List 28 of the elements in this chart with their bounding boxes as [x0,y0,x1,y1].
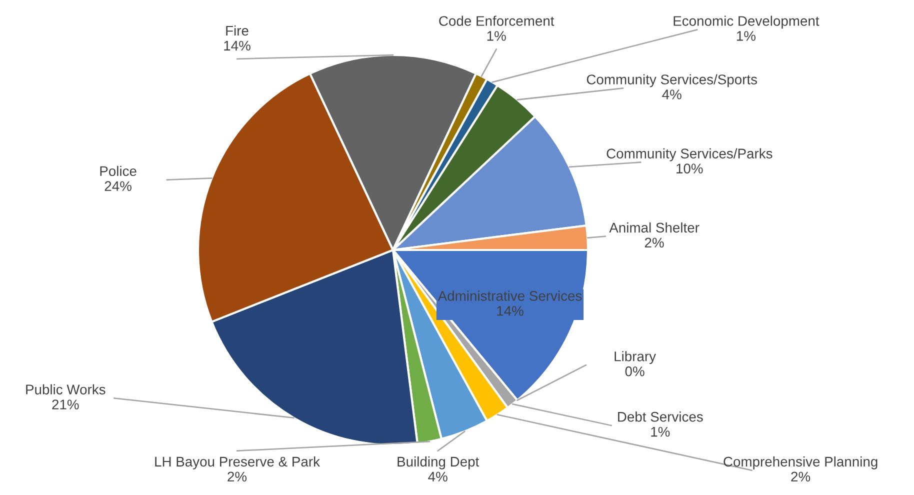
data-label: 1% [651,426,670,437]
data-label: 4% [662,90,682,100]
slice-label: Fire [226,25,248,36]
data-label: 21% [52,400,79,410]
data-label: 14% [497,306,524,316]
data-label: 14% [224,40,250,51]
slice-label: Public Works [26,384,106,394]
text: 0% [625,366,644,376]
data-label: 2% [644,238,664,248]
slice-label: Debt Services [618,412,703,422]
slice-label: Code Enforcement [439,16,554,26]
slice-label: Economic Development [674,16,820,29]
data-label: 4% [428,472,448,482]
data-label: 24% [104,181,132,191]
data-label: 10% [676,164,703,174]
slice-label: Community Services/Sports [586,74,758,88]
data-label: 1% [736,31,756,41]
data-label: 2% [791,472,810,482]
slice-label: Community Services/Parks [606,148,772,162]
slice-label: Building Dept [398,456,480,470]
slice-label: Police [100,166,136,176]
slice-label: Comprehensive Planning [724,456,878,470]
slice-label: Animal Shelter [609,222,700,233]
slice-label: LH Bayou Preserve & Park [155,456,320,470]
slice-label: Administrative Services [438,290,582,301]
data-label: 1% [487,31,506,41]
data-label: 2% [228,472,247,482]
category-label: Library [614,351,656,364]
